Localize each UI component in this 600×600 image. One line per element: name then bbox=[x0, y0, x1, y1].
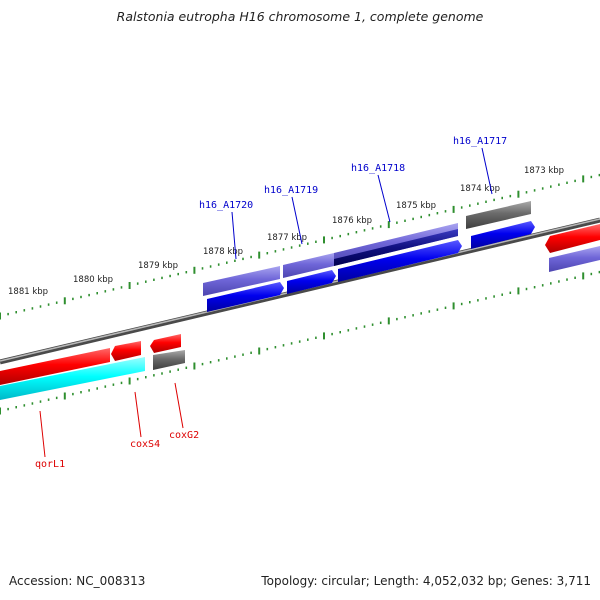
scale-label-1880: 1880 kbp bbox=[73, 275, 113, 285]
gene-label-h16-a1719[interactable]: h16_A1719 bbox=[264, 185, 318, 196]
accession-text: Accession: NC_008313 bbox=[9, 574, 146, 588]
upper-scale-ticks bbox=[0, 173, 600, 320]
gene-coxs4-box[interactable] bbox=[111, 341, 141, 361]
chromosome-backbone bbox=[0, 217, 600, 365]
gene-h16-a1717-box[interactable] bbox=[466, 201, 531, 229]
gene-h16-a1719[interactable] bbox=[283, 253, 334, 278]
genome-summary-text: Topology: circular; Length: 4,052,032 bp… bbox=[261, 574, 591, 588]
gene-lavender-right[interactable] bbox=[549, 246, 600, 272]
scale-label-1877: 1877 kbp bbox=[267, 233, 307, 243]
gene-label-coxs4[interactable]: coxS4 bbox=[130, 439, 160, 450]
scale-label-1878: 1878 kbp bbox=[203, 247, 243, 257]
scale-label-1876: 1876 kbp bbox=[332, 216, 372, 226]
gene-label-h16-a1717[interactable]: h16_A1717 bbox=[453, 136, 507, 147]
gene-label-coxg2[interactable]: coxG2 bbox=[169, 430, 199, 441]
cds-coxg2[interactable] bbox=[153, 350, 185, 370]
scale-label-1881: 1881 kbp bbox=[8, 287, 48, 297]
gene-coxg2-box[interactable] bbox=[150, 334, 181, 353]
gene-qorl1-box[interactable] bbox=[0, 348, 110, 385]
cds-qorl1[interactable] bbox=[0, 357, 145, 400]
scale-label-1874: 1874 kbp bbox=[460, 184, 500, 194]
cds-h16-a1719[interactable] bbox=[287, 270, 336, 294]
gene-label-h16-a1718[interactable]: h16_A1718 bbox=[351, 163, 405, 174]
gene-label-h16-a1720[interactable]: h16_A1720 bbox=[199, 200, 253, 211]
gene-label-qorl1[interactable]: qorL1 bbox=[35, 459, 65, 470]
gene-red-right[interactable] bbox=[545, 224, 600, 253]
cds-h16-a1717[interactable] bbox=[471, 221, 535, 249]
cds-h16-a1718[interactable] bbox=[338, 240, 462, 282]
map-title: Ralstonia eutropha H16 chromosome 1, com… bbox=[116, 9, 484, 24]
cds-h16-a1720[interactable] bbox=[207, 282, 284, 312]
scale-label-1875: 1875 kbp bbox=[396, 201, 436, 211]
gene-h16-a1720[interactable] bbox=[203, 266, 280, 296]
scale-label-1879: 1879 kbp bbox=[138, 261, 178, 271]
lower-scale-ticks bbox=[0, 270, 600, 415]
scale-label-1873: 1873 kbp bbox=[524, 166, 564, 176]
